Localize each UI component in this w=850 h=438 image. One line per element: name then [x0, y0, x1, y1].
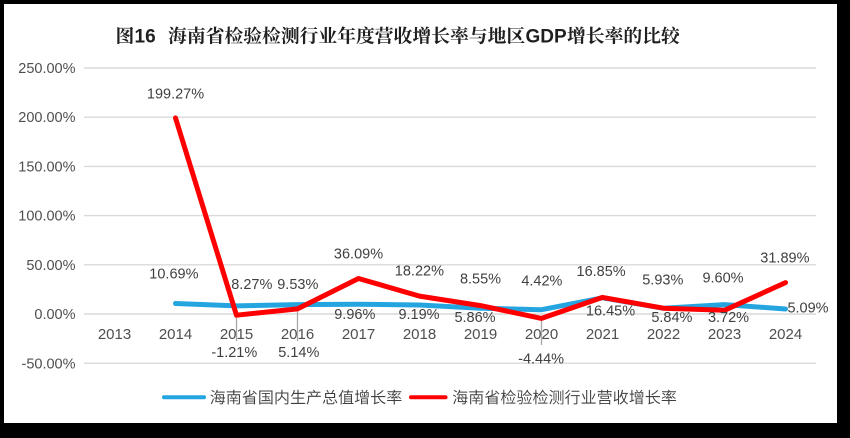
svg-text:2019: 2019 — [464, 326, 497, 343]
svg-text:16.85%: 16.85% — [577, 264, 626, 280]
svg-text:16: 16 — [135, 27, 156, 48]
svg-text:18.22%: 18.22% — [395, 263, 444, 279]
svg-text:2021: 2021 — [586, 326, 619, 343]
svg-text:9.96%: 9.96% — [334, 307, 375, 323]
svg-text:2014: 2014 — [159, 326, 192, 343]
svg-text:16.45%: 16.45% — [586, 303, 635, 319]
svg-text:2016: 2016 — [281, 326, 314, 343]
svg-text:36.09%: 36.09% — [334, 247, 383, 263]
svg-text:5.09%: 5.09% — [787, 300, 828, 316]
svg-text:200.00%: 200.00% — [18, 110, 75, 126]
svg-text:-50.00%: -50.00% — [21, 356, 75, 372]
svg-text:10.69%: 10.69% — [149, 267, 198, 283]
svg-text:4.42%: 4.42% — [521, 273, 562, 289]
svg-text:2017: 2017 — [342, 326, 375, 343]
svg-text:250.00%: 250.00% — [18, 61, 75, 77]
svg-text:2023: 2023 — [708, 326, 741, 343]
svg-text:5.86%: 5.86% — [454, 310, 495, 326]
svg-text:2013: 2013 — [98, 326, 131, 343]
svg-text:-1.21%: -1.21% — [211, 345, 257, 361]
svg-text:5.84%: 5.84% — [651, 310, 692, 326]
svg-text:2020: 2020 — [525, 326, 558, 343]
svg-text:-4.44%: -4.44% — [518, 352, 564, 368]
svg-text:50.00%: 50.00% — [26, 258, 75, 274]
svg-text:GDP: GDP — [526, 27, 568, 48]
svg-text:2022: 2022 — [647, 326, 680, 343]
svg-text:8.55%: 8.55% — [460, 271, 501, 287]
svg-text:9.60%: 9.60% — [702, 271, 743, 287]
svg-text:8.27%: 8.27% — [231, 277, 272, 293]
svg-text:2015: 2015 — [220, 326, 253, 343]
svg-text:31.89%: 31.89% — [760, 250, 809, 266]
svg-text:199.27%: 199.27% — [147, 86, 204, 102]
svg-text:9.19%: 9.19% — [398, 307, 439, 323]
svg-text:9.53%: 9.53% — [277, 277, 318, 293]
svg-text:5.14%: 5.14% — [278, 345, 319, 361]
svg-text:150.00%: 150.00% — [18, 160, 75, 176]
svg-text:0.00%: 0.00% — [34, 307, 75, 323]
svg-text:100.00%: 100.00% — [18, 209, 75, 225]
svg-text:5.93%: 5.93% — [642, 273, 683, 289]
svg-text:3.72%: 3.72% — [708, 310, 749, 326]
svg-text:2018: 2018 — [403, 326, 436, 343]
svg-text:2024: 2024 — [769, 326, 802, 343]
